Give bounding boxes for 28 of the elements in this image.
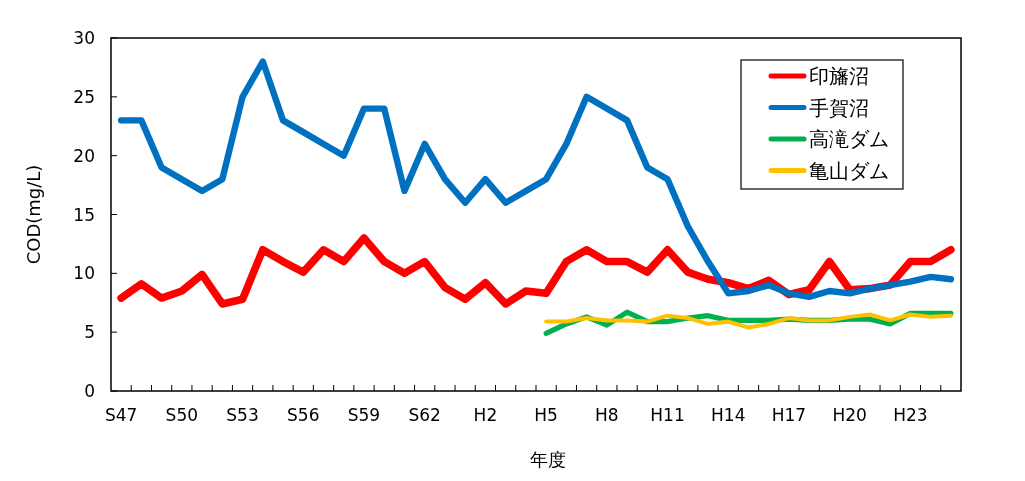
- y-tick-label: 5: [84, 322, 95, 343]
- x-tick-label: S59: [347, 405, 381, 425]
- x-tick-label: H5: [534, 405, 558, 425]
- y-axis-title: COD(mg/L): [23, 164, 44, 265]
- x-axis-title: 年度: [530, 449, 566, 470]
- x-tick-label: H17: [771, 405, 807, 425]
- y-tick-label: 15: [73, 204, 95, 225]
- x-tick-label: H2: [473, 405, 498, 425]
- x-tick-label: S47: [104, 405, 138, 425]
- x-tick-label: H8: [595, 405, 619, 425]
- y-tick-label: 30: [73, 28, 95, 48]
- y-tick-label: 0: [84, 381, 95, 401]
- y-tick-label: 20: [73, 145, 95, 166]
- legend-label: 高滝ダム: [809, 127, 889, 151]
- x-tick-label: S62: [408, 405, 441, 425]
- x-tick-label: H23: [893, 405, 928, 425]
- x-tick-label: S53: [226, 405, 259, 425]
- x-tick-label: H11: [650, 405, 685, 425]
- x-tick-label: S50: [165, 405, 199, 425]
- y-tick-label: 25: [73, 86, 95, 107]
- y-tick-label: 10: [73, 263, 95, 284]
- line-series: [544, 312, 953, 330]
- legend-label: 手賀沼: [809, 95, 869, 120]
- legend-label: 亀山ダム: [809, 158, 889, 183]
- x-tick-label: S56: [287, 405, 320, 425]
- x-tick-label: H20: [832, 405, 867, 425]
- legend-label: 印旛沼: [809, 64, 869, 88]
- x-tick-label: H14: [711, 405, 746, 425]
